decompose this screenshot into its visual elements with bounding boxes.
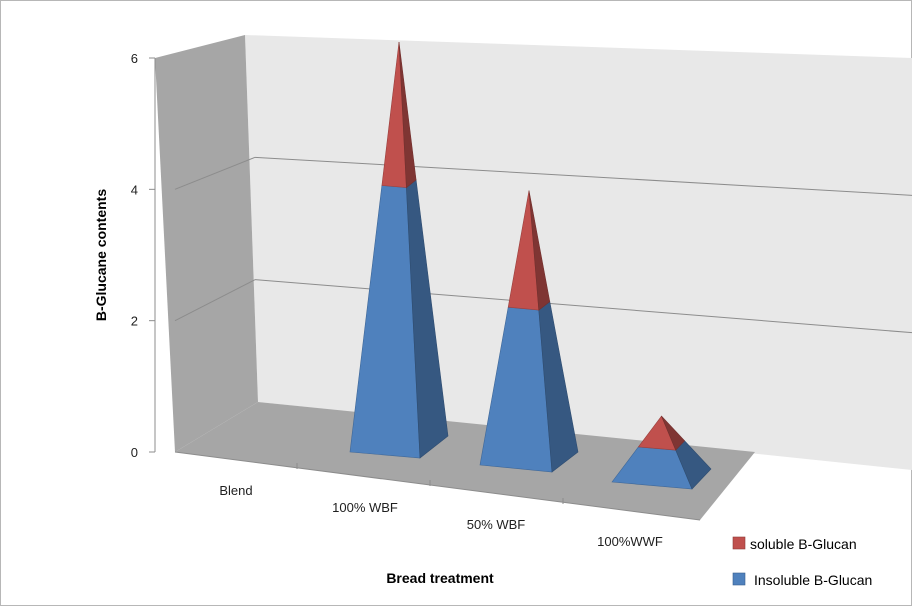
axes [154, 58, 701, 521]
x-ticks: Blend 100% WBF 50% WBF 100%WWF [219, 463, 663, 549]
bar-soluble-b-glucan-side-2 [528, 190, 551, 311]
floor [175, 402, 755, 520]
legend-label-insoluble: Insoluble B-Glucan [754, 572, 872, 588]
legend-label-soluble: soluble B-Glucan [750, 536, 857, 552]
y-tick-label-2: 4 [131, 182, 138, 197]
x-axis-title: Bread treatment [386, 570, 494, 586]
y-tick-label-0: 0 [131, 445, 138, 460]
bar-soluble-b-glucan-side-3 [661, 415, 686, 451]
bar-soluble-b-glucan-side-1 [398, 41, 417, 189]
y-ticks: 0 2 4 6 [131, 51, 155, 460]
x-tick-label-2: 50% WBF [467, 517, 526, 532]
side-wall [155, 35, 258, 452]
gridline-1 [254, 279, 912, 334]
gridlines [174, 156, 912, 334]
legend-swatch-soluble [732, 536, 746, 550]
gridline-2 [254, 156, 912, 196]
legend: soluble B-Glucan Insoluble B-Glucan [732, 536, 872, 588]
x-axis-line [174, 451, 701, 521]
back-wall [245, 35, 912, 470]
y-tick-label-3: 6 [131, 51, 138, 66]
data-pyramids [349, 41, 712, 490]
gridline-side-1 [174, 279, 256, 322]
y-axis-title: B-Glucane contents [93, 189, 109, 321]
x-tick-label-3: 100%WWF [597, 534, 663, 549]
y-tick-label-1: 2 [131, 314, 138, 329]
x-tick-label-0: Blend [219, 483, 252, 498]
legend-swatch-insoluble [732, 572, 746, 586]
x-tick-label-1: 100% WBF [332, 500, 398, 515]
gridline-side-2 [174, 156, 256, 190]
